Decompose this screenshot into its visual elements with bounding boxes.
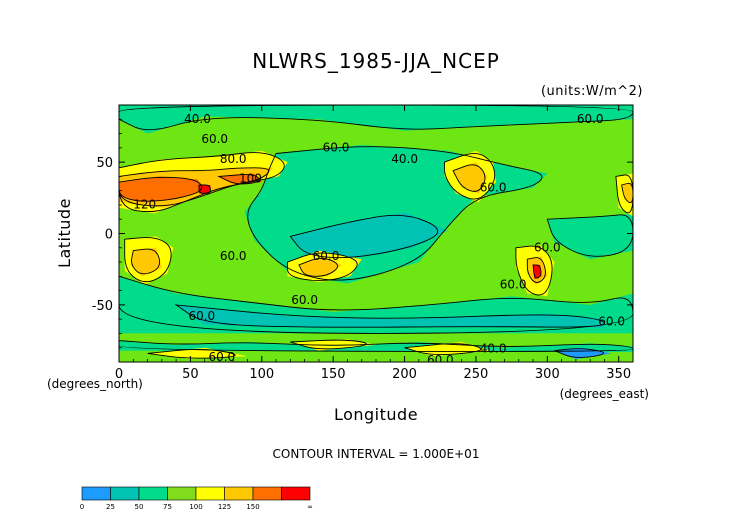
region-yellow <box>147 347 248 360</box>
region-red <box>533 264 542 280</box>
colorbar-tick-label: 75 <box>163 503 172 511</box>
x-tick-label: 150 <box>321 367 346 382</box>
region-cyan <box>119 340 633 352</box>
contour-interval-text: CONTOUR INTERVAL = 1.000E+01 <box>273 447 480 461</box>
contour-label: 60.0 <box>577 112 604 126</box>
colorbar-swatch <box>224 486 254 501</box>
colorbar-swatch <box>110 486 140 501</box>
x-unit-label: (degrees_east) <box>560 387 649 401</box>
colorbar-swatch <box>167 486 197 501</box>
contour-label: 60.0 <box>291 293 318 307</box>
contour-line <box>119 340 633 352</box>
contour-label: 60.0 <box>598 315 625 329</box>
contour-line <box>119 167 270 207</box>
region-darkorange <box>119 176 205 203</box>
contour-label: 60.0 <box>220 249 247 263</box>
colorbar-swatch <box>81 486 111 501</box>
contour-label: 40.0 <box>480 342 507 356</box>
x-tick-label: 0 <box>115 367 123 382</box>
contour-line <box>124 237 172 283</box>
contour-line <box>515 245 553 296</box>
contour-label: 60.0 <box>313 249 340 263</box>
contour-line <box>119 275 633 334</box>
contour-line <box>554 348 605 358</box>
contour-label: 60.0 <box>188 309 215 323</box>
contour-line <box>119 152 285 213</box>
contour-label: 60.0 <box>534 240 561 254</box>
colorbar-tick-label: 150 <box>246 503 259 511</box>
contour-line <box>174 304 605 328</box>
x-axis-label: Longitude <box>334 405 418 424</box>
y-axis-ticks: 50 0 -50 <box>92 118 633 349</box>
contour-line <box>404 343 482 356</box>
contour-lines <box>119 105 633 359</box>
y-tick-label: -50 <box>92 299 113 314</box>
contour-label: 60.0 <box>208 350 235 364</box>
colorbar-tick-label: 25 <box>106 503 115 511</box>
contour-line <box>198 184 211 194</box>
region-teal <box>176 304 605 328</box>
contour-line <box>289 214 439 259</box>
contour-line <box>290 339 367 350</box>
contour-line <box>452 164 486 192</box>
y-tick-label: 0 <box>105 228 113 243</box>
y-axis-label: Latitude <box>55 198 74 268</box>
contour-line <box>298 258 338 277</box>
colorbar-tick-label: 100 <box>189 503 202 511</box>
region-orange <box>621 182 633 205</box>
contour-line <box>131 248 161 275</box>
contour-line <box>147 348 236 359</box>
contour-label: 60.0 <box>480 180 507 194</box>
colorbar-tick-label: 50 <box>135 503 144 511</box>
contour-label: 60.0 <box>500 277 527 291</box>
colorbar-swatch <box>138 486 168 501</box>
contour-line <box>532 264 542 279</box>
contour-line <box>217 174 260 185</box>
x-axis-ticks: 0 50 100 150 200 250 300 350 <box>115 105 631 382</box>
contour-line <box>526 257 546 283</box>
plot-area: 40.0 60.0 60.0 40.0 80.0 100 120 60.0 60.0 60.0 60… <box>119 105 633 367</box>
contour-line <box>444 153 496 200</box>
colorbar-swatch <box>252 486 282 501</box>
x-tick-label: 350 <box>606 367 631 382</box>
x-tick-label: 100 <box>249 367 274 382</box>
contour-label: 120 <box>133 197 156 211</box>
contour-label: 60.0 <box>201 132 228 146</box>
region-cyan <box>547 213 633 260</box>
colorbar-tick-label: ∞ <box>307 503 313 511</box>
y-unit-label: (degrees_north) <box>47 377 143 391</box>
x-tick-label: 50 <box>182 367 199 382</box>
contour-line <box>287 252 358 282</box>
contour-line <box>247 146 543 281</box>
colorbar-swatch <box>195 486 225 501</box>
contour-label: 40.0 <box>184 112 211 126</box>
chart-title: NLWRS_1985-JJA_NCEP <box>252 49 500 73</box>
contour-label: 40.0 <box>391 152 418 166</box>
chart-units: (units:W/m^2) <box>541 84 643 99</box>
contour-label: 100 <box>239 172 262 186</box>
colorbar: 0 25 50 75 100 125 150 ∞ <box>80 486 313 511</box>
colorbar-swatch <box>281 486 311 501</box>
color-regions <box>119 105 633 362</box>
x-tick-label: 300 <box>535 367 560 382</box>
y-tick-label: 50 <box>96 156 113 171</box>
colorbar-tick-label: 0 <box>80 503 84 511</box>
region-orange <box>130 247 162 277</box>
contour-label: 60.0 <box>427 353 454 367</box>
region-cyan <box>119 105 633 134</box>
contour-label: 60.0 <box>323 140 350 154</box>
contour-label: 80.0 <box>220 152 247 166</box>
x-tick-label: 250 <box>464 367 489 382</box>
x-tick-label: 200 <box>392 367 417 382</box>
colorbar-tick-label: 125 <box>218 503 231 511</box>
contour-labels: 40.0 60.0 60.0 40.0 80.0 100 120 60.0 60.0 60.0 60… <box>133 112 625 367</box>
